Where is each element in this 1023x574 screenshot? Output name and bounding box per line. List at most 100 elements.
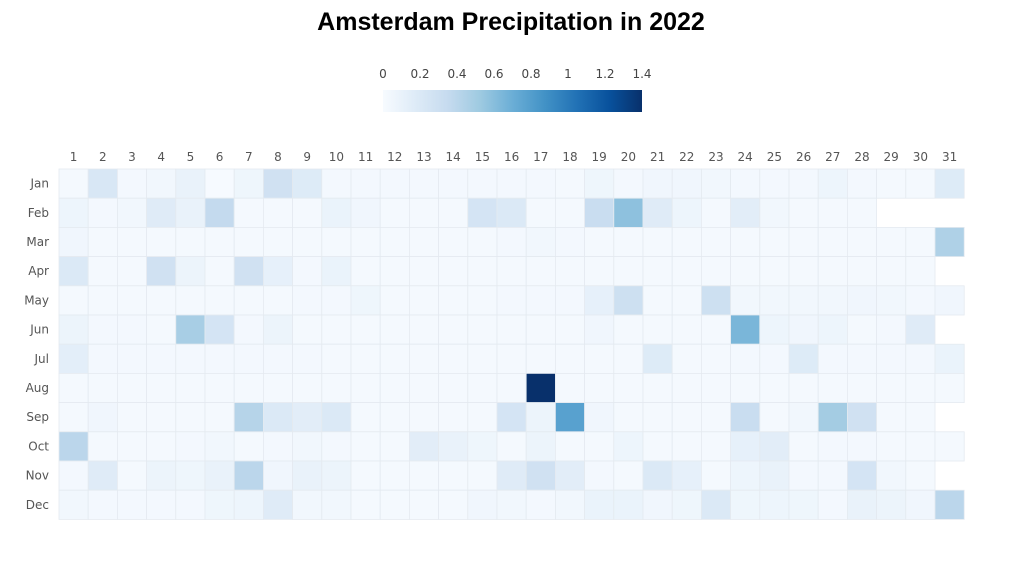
heatmap-cell [701,314,732,345]
heatmap-cell [876,168,907,199]
heatmap-cell [701,226,732,257]
heatmap-cell [350,372,381,403]
heatmap-cell [701,372,732,403]
colorbar-tick-label: 0.6 [484,67,503,81]
y-tick-label: Jan [30,177,50,191]
y-axis-ticks: Jan Feb Mar Apr May Jun Jul Aug Sep Oct Nov Dec [24,177,49,512]
heatmap-cell [584,343,615,374]
heatmap-cell [876,226,907,257]
heatmap-cell [496,372,527,403]
heatmap-cell [350,197,381,228]
heatmap-cell [321,314,352,345]
x-tick-label: 16 [504,150,519,164]
x-tick-label: 26 [796,150,811,164]
heatmap-cell [408,168,439,199]
heatmap-cell [788,372,819,403]
heatmap-cell [58,168,89,199]
heatmap-cell [292,285,323,316]
heatmap-cell [817,431,848,462]
heatmap-cell [759,256,790,287]
heatmap-cell [117,285,148,316]
heatmap-cell [146,489,177,520]
heatmap-cell [204,226,235,257]
heatmap-cell [730,460,761,491]
heatmap-cell [905,168,936,199]
heatmap-cell [876,256,907,287]
heatmap-cell [467,285,498,316]
heatmap-cell [117,460,148,491]
x-tick-label: 9 [303,150,311,164]
heatmap-cell [408,256,439,287]
heatmap-cell [525,168,556,199]
heatmap-cell [117,197,148,228]
heatmap-cell [642,226,673,257]
heatmap-cell [87,197,118,228]
heatmap-cell [788,256,819,287]
heatmap-cell [408,489,439,520]
heatmap-cell [701,431,732,462]
heatmap-cell [233,489,264,520]
heatmap-cell [701,256,732,287]
heatmap-cell [292,168,323,199]
heatmap-cell [730,372,761,403]
heatmap-cell [525,431,556,462]
heatmap-cell [584,314,615,345]
colorbar-tick-label: 1.4 [632,67,651,81]
y-tick-label: Jun [29,323,49,337]
heatmap-cell [525,314,556,345]
heatmap-cell [847,402,878,433]
heatmap-cell [350,168,381,199]
heatmap-cell [847,168,878,199]
colorbar-tick-label: 0.4 [447,67,466,81]
heatmap-cell [788,489,819,520]
heatmap-cell [759,343,790,374]
heatmap-cell [58,256,89,287]
heatmap-cell [671,168,702,199]
heatmap-cell [730,285,761,316]
heatmap-cell [788,168,819,199]
x-tick-label: 7 [245,150,253,164]
heatmap-cell [905,256,936,287]
heatmap-cell [701,343,732,374]
heatmap-cell [788,460,819,491]
heatmap-cell [292,226,323,257]
heatmap-cell [87,402,118,433]
heatmap-cell [262,402,293,433]
heatmap-cell [817,197,848,228]
heatmap-cell [175,256,206,287]
heatmap-cell [321,431,352,462]
colorbar-tick-label: 0 [379,67,387,81]
heatmap-cell [467,489,498,520]
heatmap-cell [847,197,878,228]
heatmap-cell [642,489,673,520]
heatmap-cell [671,197,702,228]
heatmap-cell [321,168,352,199]
heatmap-cell [759,402,790,433]
heatmap-cell [613,256,644,287]
heatmap-cell [175,489,206,520]
heatmap-cell [788,431,819,462]
heatmap-cell [525,460,556,491]
heatmap-cell [321,285,352,316]
heatmap-cell [350,431,381,462]
heatmap-cell [117,402,148,433]
heatmap-cell [58,285,89,316]
heatmap-cell [233,460,264,491]
x-tick-label: 18 [562,150,577,164]
heatmap-cell [759,314,790,345]
x-tick-label: 21 [650,150,665,164]
heatmap-cell [788,226,819,257]
heatmap-cell [496,226,527,257]
heatmap-cell [438,343,469,374]
x-tick-label: 30 [913,150,928,164]
heatmap-cell [58,431,89,462]
x-tick-label: 15 [475,150,490,164]
heatmap-cell [525,197,556,228]
colorbar-tick-label: 0.2 [410,67,429,81]
heatmap-cell [204,489,235,520]
heatmap-cell [292,402,323,433]
heatmap-cell [905,489,936,520]
heatmap-cell [292,314,323,345]
chart-title: Amsterdam Precipitation in 2022 [317,8,705,36]
heatmap-cell [87,372,118,403]
